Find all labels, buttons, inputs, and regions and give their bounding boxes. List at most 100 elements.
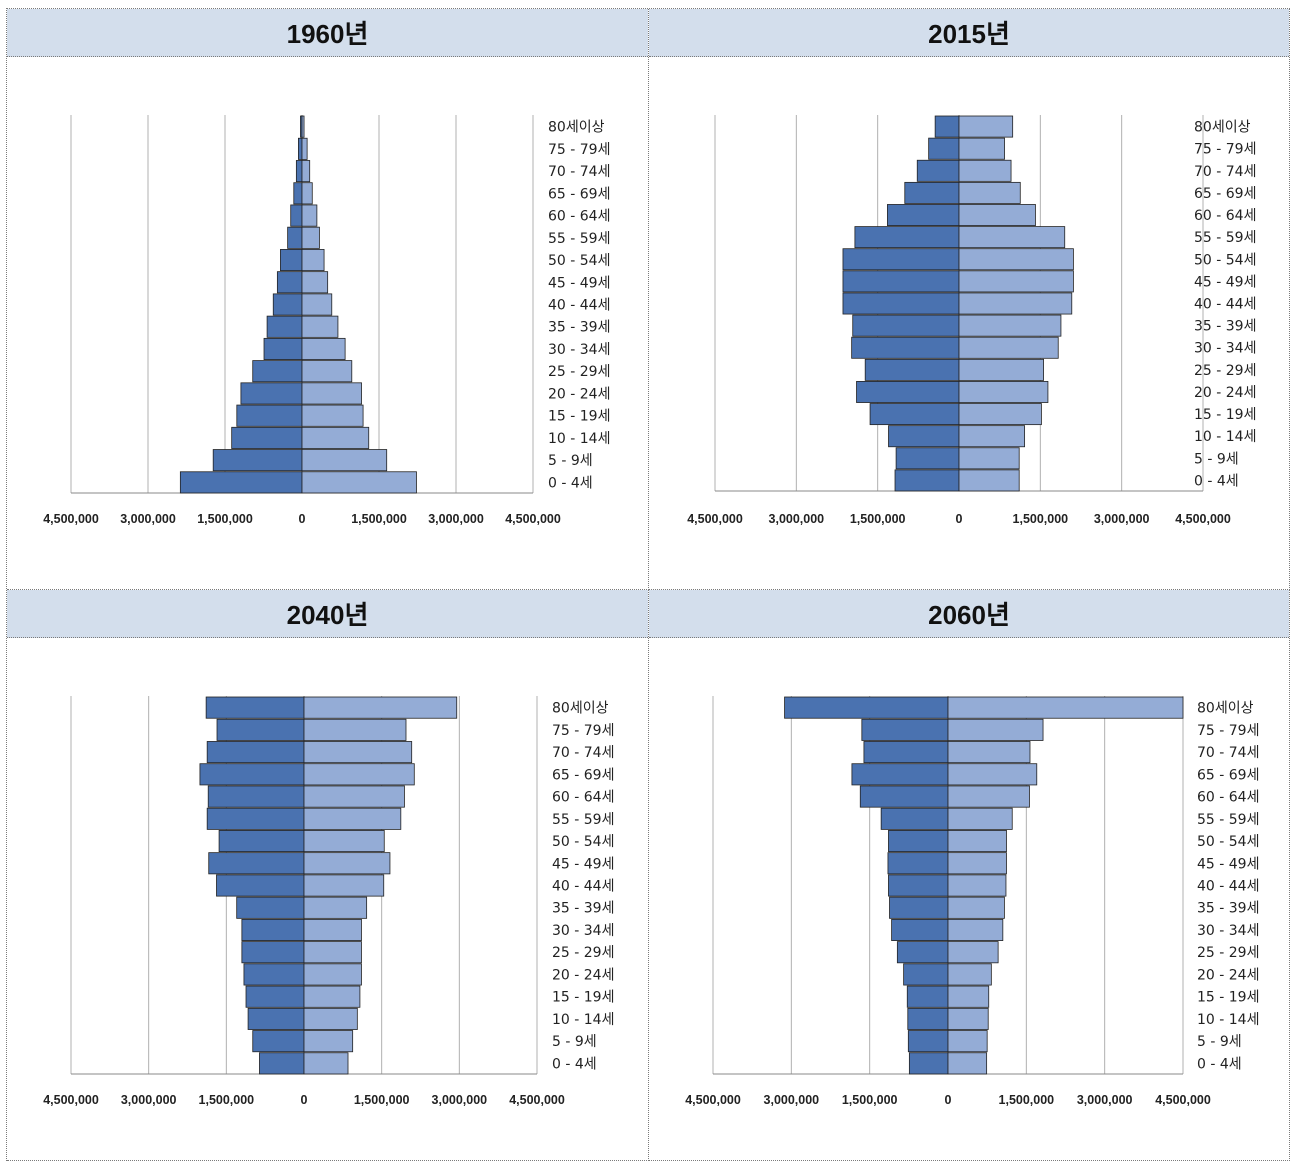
- x-tick-label: 1,500,000: [1013, 512, 1069, 526]
- age-label: 30 - 34세: [1194, 341, 1256, 357]
- age-label: 15 - 19세: [548, 409, 610, 425]
- bar-male: [272, 293, 303, 316]
- bar-female: [303, 1030, 354, 1053]
- bar-female: [947, 918, 1004, 941]
- x-tick-label: 1,500,000: [351, 512, 407, 526]
- bar-male: [851, 763, 949, 786]
- age-label: 25 - 29세: [548, 364, 610, 380]
- population-pyramid-2015: 0 - 4세 5 - 9세 10 - 14세 15 - 19세 20 - 24세 25 -…: [687, 115, 1256, 526]
- bar-female: [301, 449, 388, 472]
- bar-female: [947, 785, 1030, 808]
- bar-female: [301, 360, 353, 383]
- x-tick-label: 4,500,000: [687, 512, 743, 526]
- bar-male: [864, 358, 960, 381]
- x-tick-label: 3,000,000: [120, 512, 176, 526]
- bar-female: [301, 382, 362, 405]
- bar-female: [958, 314, 1062, 337]
- bar-female: [303, 985, 361, 1008]
- bar-female: [947, 696, 1184, 719]
- bar-male: [179, 471, 303, 494]
- age-label: 45 - 49세: [548, 275, 610, 291]
- bar-female: [958, 469, 1020, 492]
- age-label: 0 - 4세: [1197, 1056, 1242, 1072]
- bar-female: [301, 293, 333, 316]
- age-label: 20 - 24세: [552, 967, 614, 983]
- age-label: 70 - 74세: [1194, 164, 1256, 180]
- age-label: 80세이상: [1194, 120, 1251, 136]
- age-label: 55 - 59세: [1197, 812, 1259, 828]
- bar-female: [958, 115, 1014, 138]
- pyramid-grid: 1960년 0 - 4세 5 - 9세 10 - 14세 15 - 19세 20 - 2…: [6, 8, 1290, 1161]
- panel-title-2015: 2015년: [649, 9, 1289, 57]
- age-label: 45 - 49세: [1197, 856, 1259, 872]
- bar-male: [241, 941, 305, 964]
- bar-female: [301, 182, 313, 205]
- age-label: 35 - 39세: [1197, 901, 1259, 917]
- panel-1960: 1960년 0 - 4세 5 - 9세 10 - 14세 15 - 19세 20 - 2…: [7, 9, 649, 590]
- bar-female: [301, 204, 318, 227]
- bar-male: [880, 807, 949, 830]
- age-label: 75 - 79세: [552, 723, 614, 739]
- bar-female: [303, 896, 368, 919]
- bar-male: [247, 1007, 305, 1030]
- age-label: 70 - 74세: [552, 745, 614, 761]
- bar-male: [888, 425, 960, 448]
- age-label: 15 - 19세: [1194, 407, 1256, 423]
- bar-female: [958, 159, 1012, 182]
- age-label: 45 - 49세: [1194, 274, 1256, 290]
- bar-female: [958, 226, 1066, 249]
- x-tick-label: 1,500,000: [199, 1093, 255, 1107]
- bar-male: [243, 963, 305, 986]
- bar-female: [947, 1030, 988, 1053]
- x-tick-label: 1,500,000: [842, 1093, 898, 1107]
- bar-male: [928, 137, 960, 160]
- bar-male: [259, 1052, 305, 1075]
- x-tick-label: 0: [945, 1093, 952, 1107]
- x-tick-label: 1,500,000: [197, 512, 253, 526]
- bar-male: [206, 741, 305, 764]
- bar-male: [903, 963, 949, 986]
- age-label: 30 - 34세: [1197, 923, 1259, 939]
- age-label: 60 - 64세: [1197, 790, 1259, 806]
- bar-female: [958, 336, 1059, 359]
- age-label: 0 - 4세: [1194, 473, 1239, 489]
- bar-female: [301, 426, 370, 449]
- bar-female: [301, 471, 417, 494]
- age-label: 20 - 24세: [1194, 385, 1256, 401]
- age-label: 35 - 39세: [548, 320, 610, 336]
- bar-female: [958, 358, 1044, 381]
- bar-female: [958, 425, 1026, 448]
- bar-female: [947, 718, 1044, 741]
- population-pyramid-2040: 0 - 4세 5 - 9세 10 - 14세 15 - 19세 20 - 24세 25 -…: [43, 696, 614, 1107]
- bar-female: [303, 718, 407, 741]
- bar-male: [245, 985, 305, 1008]
- bar-male: [863, 741, 949, 764]
- age-label: 5 - 9세: [1197, 1034, 1242, 1050]
- age-label: 10 - 14세: [552, 1012, 614, 1028]
- bar-female: [947, 985, 990, 1008]
- bar-female: [303, 963, 362, 986]
- bar-male: [287, 226, 303, 249]
- bar-male: [889, 896, 949, 919]
- bar-female: [303, 785, 405, 808]
- age-label: 45 - 49세: [552, 856, 614, 872]
- bar-male: [859, 785, 949, 808]
- bar-male: [236, 404, 303, 427]
- bar-female: [958, 447, 1020, 470]
- x-tick-label: 3,000,000: [1077, 1093, 1133, 1107]
- bar-female: [301, 137, 308, 160]
- bar-male: [276, 271, 303, 294]
- age-label: 10 - 14세: [1194, 429, 1256, 445]
- bar-female: [958, 204, 1036, 226]
- population-pyramid-2060: 0 - 4세 5 - 9세 10 - 14세 15 - 19세 20 - 24세 25 -…: [685, 696, 1259, 1107]
- age-label: 20 - 24세: [1197, 967, 1259, 983]
- bar-female: [958, 181, 1021, 204]
- age-label: 5 - 9세: [548, 453, 593, 469]
- bar-male: [218, 830, 305, 853]
- x-tick-label: 3,000,000: [121, 1093, 177, 1107]
- x-tick-label: 4,500,000: [43, 512, 99, 526]
- bar-female: [301, 315, 339, 338]
- bar-female: [303, 918, 362, 941]
- bar-female: [303, 807, 402, 830]
- age-label: 15 - 19세: [1197, 990, 1259, 1006]
